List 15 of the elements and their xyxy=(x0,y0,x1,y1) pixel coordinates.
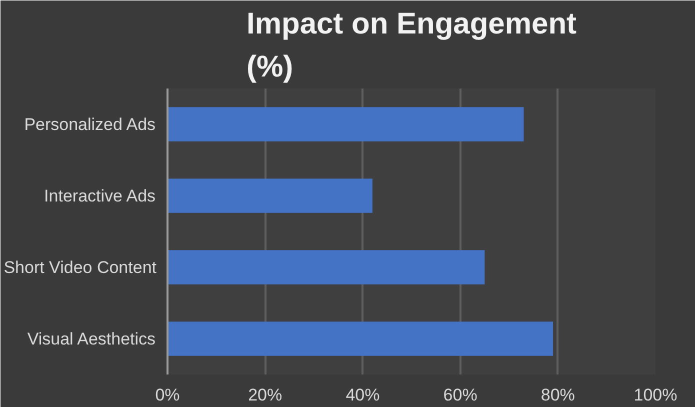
x-tick-label: 100% xyxy=(634,386,678,404)
bar xyxy=(168,250,485,284)
x-tick-label: 60% xyxy=(443,386,478,404)
bar xyxy=(168,178,372,213)
x-tick-label: 40% xyxy=(346,386,380,404)
y-tick-label: Interactive Ads xyxy=(44,186,156,206)
bar xyxy=(168,107,524,142)
x-tick-label: 0% xyxy=(155,386,180,404)
y-tick-label: Short Video Content xyxy=(4,258,157,277)
y-tick-label: Visual Aesthetics xyxy=(27,329,156,348)
chart-title: Impact on Engagement (%) xyxy=(246,8,577,84)
x-tick-label: 80% xyxy=(540,386,575,404)
bar xyxy=(168,322,554,356)
x-tick-label: 20% xyxy=(248,386,282,404)
y-tick-label: Personalized Ads xyxy=(24,114,156,134)
